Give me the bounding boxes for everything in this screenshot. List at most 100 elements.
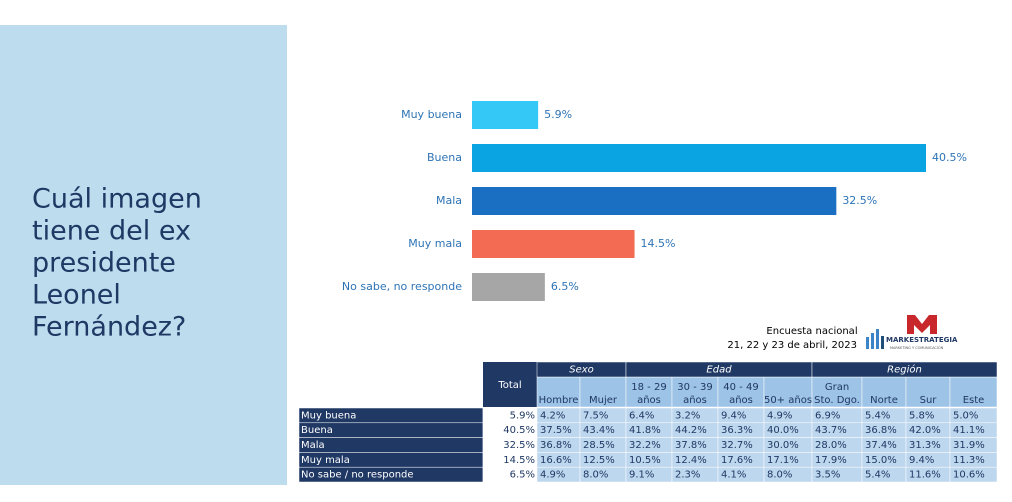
slide-title: Cuál imagen <box>32 184 202 215</box>
column-header-text: Hombre <box>539 395 579 406</box>
table-cell-text: 37.5% <box>540 425 572 436</box>
table-cell-text: 32.2% <box>629 440 661 451</box>
table-header <box>483 362 537 407</box>
column-header <box>861 376 907 408</box>
table-cell-text: 43.7% <box>815 425 847 436</box>
category-label: Mala <box>436 194 462 207</box>
group-header-text: Edad <box>706 365 732 376</box>
table-cell-text: 3.5% <box>815 470 840 481</box>
table-cell-text: 5.9% <box>510 410 535 421</box>
table-cell-text: 6.5% <box>510 470 535 481</box>
bar <box>472 101 539 129</box>
row-header-text: Mala <box>301 440 325 451</box>
table-cell-text: 11.3% <box>953 455 985 466</box>
row-header-text: No sabe / no responde <box>301 470 414 481</box>
table-cell-text: 36.8% <box>865 425 897 436</box>
column-header-text: 40 - 49 <box>723 382 758 393</box>
value-label: 14.5% <box>641 237 676 250</box>
logo-tagline: MARKETING Y COMUNICACIÓN <box>890 345 944 350</box>
table-cell-text: 15.0% <box>865 455 897 466</box>
column-header-text: Sto. Dgo. <box>814 395 860 406</box>
column-header-text: años <box>637 395 661 406</box>
table-cell-text: 44.2% <box>675 425 707 436</box>
table-cell-text: 31.3% <box>909 440 941 451</box>
table-cell-text: 10.5% <box>629 455 661 466</box>
table-cell-text: 40.0% <box>767 425 799 436</box>
slide-title: tiene del ex <box>32 216 191 247</box>
table-cell-text: 41.1% <box>953 425 985 436</box>
table-cell-text: 6.4% <box>629 410 654 421</box>
row-header-text: Buena <box>301 425 333 436</box>
table-cell-text: 5.4% <box>865 410 890 421</box>
value-label: 6.5% <box>551 280 579 293</box>
table-cell-text: 37.4% <box>865 440 897 451</box>
column-header-text: años <box>729 395 753 406</box>
category-label: Muy buena <box>401 108 462 121</box>
slide-title: Leonel <box>32 280 121 311</box>
column-header-text: Sur <box>920 395 938 406</box>
source: 21, 22 y 23 de abril, 2023 <box>727 340 857 351</box>
group-header-text: Región <box>887 364 922 376</box>
column-header-text: Mujer <box>589 395 618 406</box>
column-header-text: 18 - 29 <box>631 382 666 393</box>
table-cell-text: 5.8% <box>909 410 934 421</box>
table-cell-text: 8.0% <box>767 470 792 481</box>
value-label: 40.5% <box>932 151 967 164</box>
column-header-text: Gran <box>825 382 849 393</box>
table-cell-text: 4.9% <box>540 470 565 481</box>
table-cell-text: 28.0% <box>815 440 847 451</box>
column-header <box>536 376 581 408</box>
slide-title: presidente <box>32 248 176 279</box>
table-cell-text: 31.9% <box>953 440 985 451</box>
column-header <box>625 376 673 408</box>
column-header <box>949 376 998 408</box>
row-header <box>298 437 484 453</box>
logo-name: MARKESTRATEGIA <box>886 336 958 344</box>
column-header <box>905 376 951 408</box>
source: Encuesta nacional <box>766 326 857 337</box>
table-cell-text: 9.1% <box>629 470 654 481</box>
column-header-text: 30 - 39 <box>677 382 712 393</box>
table-cell-text: 12.5% <box>583 455 615 466</box>
table-cell-text: 9.4% <box>909 455 934 466</box>
table-cell-text: 4.1% <box>721 470 746 481</box>
table-cell-text: 2.3% <box>675 470 700 481</box>
category-label: Muy mala <box>408 237 462 250</box>
category-label: No sabe, no responde <box>342 280 462 293</box>
bar <box>472 230 635 258</box>
bar <box>472 187 837 215</box>
table-cell-text: 43.4% <box>583 425 615 436</box>
bar <box>472 273 545 301</box>
table-cell-text: 17.9% <box>815 455 847 466</box>
table-cell-text: 8.0% <box>583 470 608 481</box>
table-cell-text: 10.6% <box>953 470 985 481</box>
table-cell-text: 30.0% <box>767 440 799 451</box>
table-cell-text: 32.5% <box>503 440 535 451</box>
table-cell-text: 3.2% <box>675 410 700 421</box>
value-label: 32.5% <box>842 194 877 207</box>
table-cell-text: 14.5% <box>503 455 535 466</box>
bar <box>472 144 926 172</box>
table-cell-text: 28.5% <box>583 440 615 451</box>
table-cell <box>949 466 998 483</box>
table-cell-text: 4.9% <box>767 410 792 421</box>
column-header <box>579 376 627 408</box>
slide-title: Fernández? <box>32 312 186 343</box>
category-label: Buena <box>427 151 462 164</box>
table-cell-text: 36.8% <box>540 440 572 451</box>
row-header-text: Muy buena <box>301 410 356 421</box>
column-header <box>671 376 719 408</box>
column-header-text: Este <box>963 395 985 406</box>
table-cell-text: 16.6% <box>540 455 572 466</box>
value-label: 5.9% <box>544 108 572 121</box>
table-cell-text: 5.4% <box>865 470 890 481</box>
column-header-text: 50+ años <box>764 395 812 406</box>
logo-icon <box>866 315 937 349</box>
table-cell-text: 7.5% <box>583 410 608 421</box>
table-cell-text: 6.9% <box>815 410 840 421</box>
table-cell-text: 11.6% <box>909 470 941 481</box>
group-header-text: Sexo <box>569 365 594 376</box>
table-cell-text: 5.0% <box>953 410 978 421</box>
group-header <box>811 361 998 378</box>
